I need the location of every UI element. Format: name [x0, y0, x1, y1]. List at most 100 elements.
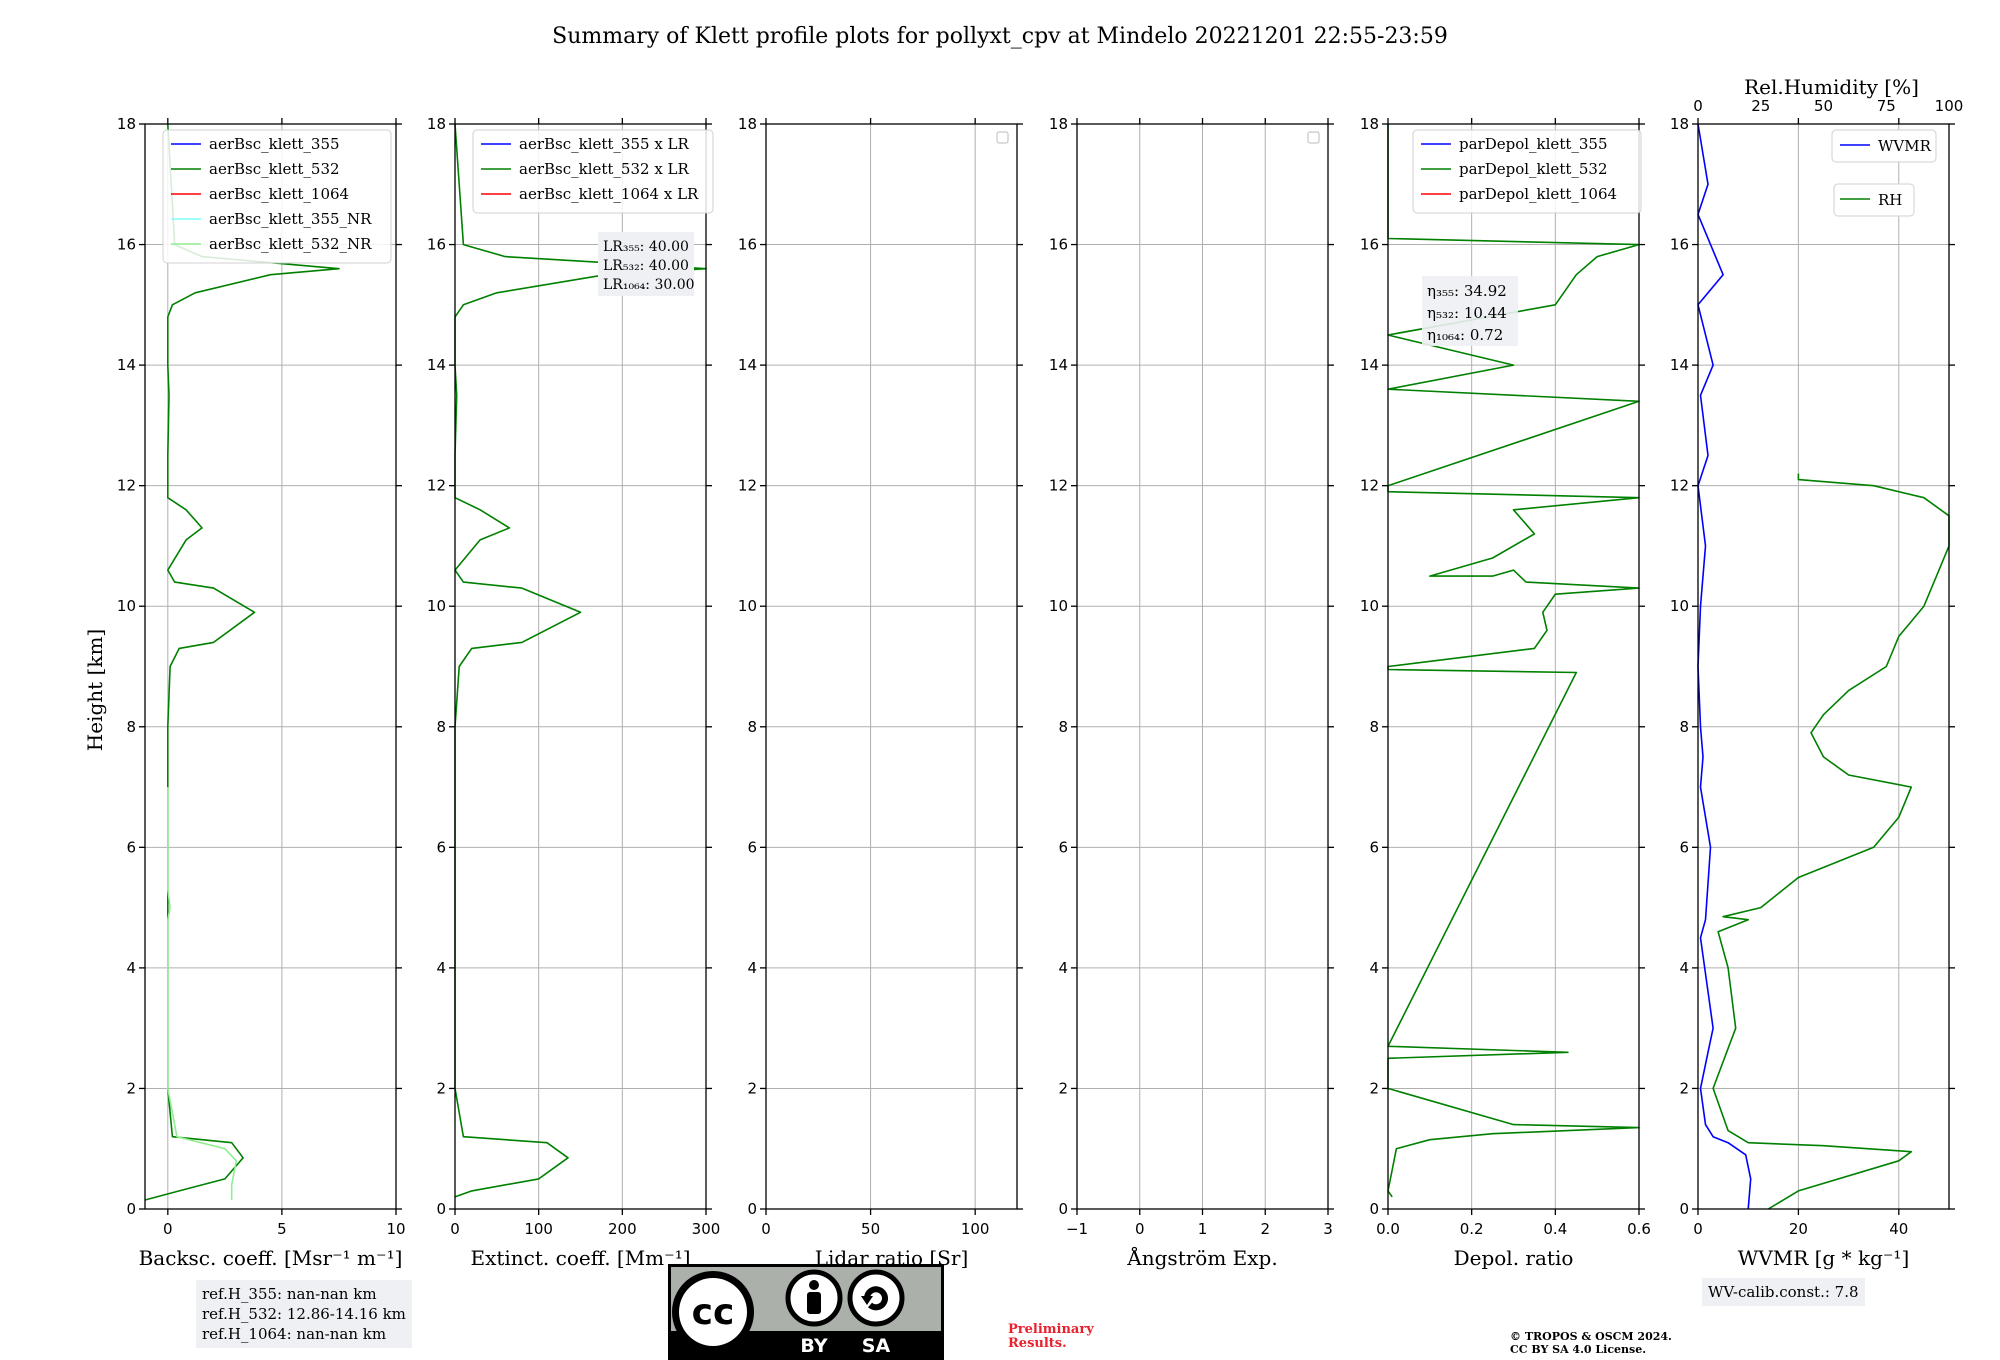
legend-entry: aerBsc_klett_532 x LR — [519, 160, 690, 178]
y-tick-label: 4 — [126, 959, 136, 977]
y-tick-label: 2 — [1369, 1079, 1379, 1097]
x-axis-label: Extinct. coeff. [Mm⁻¹] — [470, 1246, 690, 1270]
ref-line-355: ref.H_355: nan-nan km — [202, 1285, 377, 1303]
by-person-body — [807, 1292, 821, 1314]
lr-annotation-line: LR₃₅₅: 40.00 — [603, 239, 689, 255]
y-tick-label: 6 — [126, 838, 136, 856]
series-line-WVMR — [1697, 123, 1752, 1210]
lr-annotation-box — [598, 232, 694, 296]
top-x-tick-label: 0 — [1693, 97, 1703, 115]
legend-entry: parDepol_klett_355 — [1459, 135, 1608, 153]
y-tick-label: 14 — [1670, 356, 1689, 374]
x-tick-label: 0.6 — [1627, 1220, 1651, 1238]
y-tick-label: 4 — [1679, 959, 1689, 977]
y-tick-label: 12 — [738, 477, 757, 495]
x-axis-label: Depol. ratio — [1454, 1246, 1574, 1270]
top-x-tick-label: 25 — [1751, 97, 1770, 115]
y-tick-label: 18 — [117, 115, 136, 133]
y-tick-label: 12 — [427, 477, 446, 495]
eta-annotation-line: η₅₃₂: 10.44 — [1427, 304, 1507, 322]
y-tick-label: 10 — [1670, 597, 1689, 615]
x-tick-label: 0 — [450, 1220, 460, 1238]
ref-line-1064: ref.H_1064: nan-nan km — [202, 1325, 387, 1343]
eta-annotation-line: η₁₀₆₄: 0.72 — [1427, 326, 1503, 344]
y-tick-label: 2 — [747, 1079, 757, 1097]
copyright-note: © TROPOS & OSCM 2024. CC BY SA 4.0 Licen… — [1510, 1330, 1672, 1356]
series-line-aerBsc_klett_532_NR — [167, 787, 238, 1200]
legend-entry: parDepol_klett_532 — [1459, 160, 1608, 178]
y-tick-label: 6 — [747, 838, 757, 856]
y-tick-label: 6 — [1679, 838, 1689, 856]
y-tick-label: 8 — [1058, 718, 1068, 736]
by-label: BY — [800, 1335, 827, 1357]
legend-entry: aerBsc_klett_355_NR — [209, 210, 372, 228]
preliminary-line-1: Preliminary — [1008, 1322, 1094, 1337]
x-tick-label: 40 — [1889, 1220, 1908, 1238]
y-tick-label: 2 — [1058, 1079, 1068, 1097]
top-x-tick-label: 75 — [1877, 97, 1896, 115]
y-tick-label: 18 — [1049, 115, 1068, 133]
y-tick-label: 6 — [1058, 838, 1068, 856]
x-tick-label: 10 — [386, 1220, 405, 1238]
y-tick-label: 0 — [1679, 1200, 1689, 1218]
legend-entry: aerBsc_klett_532 — [209, 160, 340, 178]
series-line-aerBsc_klett_532 x LR — [454, 123, 707, 1198]
ref-line-532: ref.H_532: 12.86-14.16 km — [202, 1305, 406, 1323]
x-tick-label: 100 — [524, 1220, 553, 1238]
plot-frame — [454, 123, 707, 1210]
lr-annotation-line: LR₅₃₂: 40.00 — [603, 258, 689, 274]
copyright-line-1: © TROPOS & OSCM 2024. — [1510, 1330, 1672, 1343]
cc-logo-text: cc — [692, 1292, 735, 1333]
x-axis-label: Backsc. coeff. [Msr⁻¹ m⁻¹] — [139, 1246, 403, 1270]
x-tick-label: 20 — [1789, 1220, 1808, 1238]
legend-entry: aerBsc_klett_1064 x LR — [519, 185, 699, 203]
y-tick-label: 16 — [1670, 236, 1689, 254]
top-x-axis-label: Rel.Humidity [%] — [1744, 75, 1919, 99]
empty-legend-box — [996, 131, 1009, 144]
y-tick-label: 8 — [436, 718, 446, 736]
y-tick-label: 14 — [1360, 356, 1379, 374]
y-tick-label: 8 — [126, 718, 136, 736]
y-tick-label: 12 — [117, 477, 136, 495]
y-tick-label: 12 — [1049, 477, 1068, 495]
x-tick-label: −1 — [1066, 1220, 1088, 1238]
preliminary-note: Preliminary Results. — [1008, 1323, 1094, 1351]
legend-entry: aerBsc_klett_355 x LR — [519, 135, 690, 153]
sa-recycle-icon — [847, 1269, 905, 1327]
plot-frame — [765, 123, 1018, 1210]
y-tick-label: 16 — [427, 236, 446, 254]
sa-label: SA — [862, 1335, 891, 1357]
legend-entry: aerBsc_klett_355 — [209, 135, 340, 153]
x-tick-label: 0 — [761, 1220, 771, 1238]
y-tick-label: 2 — [436, 1079, 446, 1097]
y-tick-label: 8 — [1369, 718, 1379, 736]
empty-legend-box — [1307, 131, 1320, 144]
y-tick-label: 2 — [126, 1079, 136, 1097]
y-tick-label: 16 — [117, 236, 136, 254]
rh-legend-entry: RH — [1878, 191, 1902, 209]
x-tick-label: 50 — [861, 1220, 880, 1238]
y-tick-label: 10 — [427, 597, 446, 615]
top-x-tick-label: 100 — [1935, 97, 1964, 115]
cc-circle-inner — [679, 1278, 747, 1346]
y-tick-label: 10 — [1049, 597, 1068, 615]
wvmr-legend-box — [1831, 129, 1937, 163]
y-tick-label: 2 — [1679, 1079, 1689, 1097]
y-tick-label: 10 — [738, 597, 757, 615]
lr-annotation-line: LR₁₀₆₄: 30.00 — [603, 277, 695, 293]
panel-backscatter: 0 2 4 6 8 10 12 14 16 18 0 5 10 Backsc. coeff. [Msr⁻¹… — [117, 115, 406, 1270]
plot-frame — [1387, 123, 1640, 1210]
panel-depol: 0 2 4 6 8 10 12 14 16 18 0.0 0.2 0.4 0.6 Depol. ratio p… — [1360, 115, 1651, 1270]
copyright-line-2: CC BY SA 4.0 License. — [1510, 1343, 1647, 1356]
series-line-aerBsc_klett_532 — [144, 123, 340, 1201]
plot-frame — [144, 123, 397, 1210]
by-person-head — [809, 1280, 819, 1290]
y-tick-label: 16 — [1360, 236, 1379, 254]
x-tick-label: 0.4 — [1543, 1220, 1567, 1238]
y-tick-label: 0 — [1058, 1200, 1068, 1218]
y-tick-label: 0 — [436, 1200, 446, 1218]
